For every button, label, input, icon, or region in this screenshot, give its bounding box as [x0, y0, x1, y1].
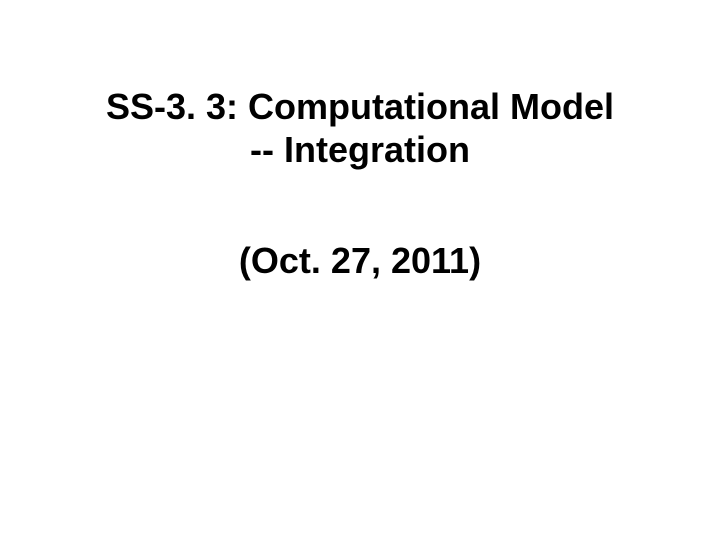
title-line-2: -- Integration: [50, 128, 670, 171]
title-block: SS-3. 3: Computational Model -- Integrat…: [50, 85, 670, 171]
date-text: (Oct. 27, 2011): [50, 240, 670, 282]
title-line-1: SS-3. 3: Computational Model: [50, 85, 670, 128]
slide-container: SS-3. 3: Computational Model -- Integrat…: [0, 0, 720, 540]
date-block: (Oct. 27, 2011): [50, 240, 670, 282]
